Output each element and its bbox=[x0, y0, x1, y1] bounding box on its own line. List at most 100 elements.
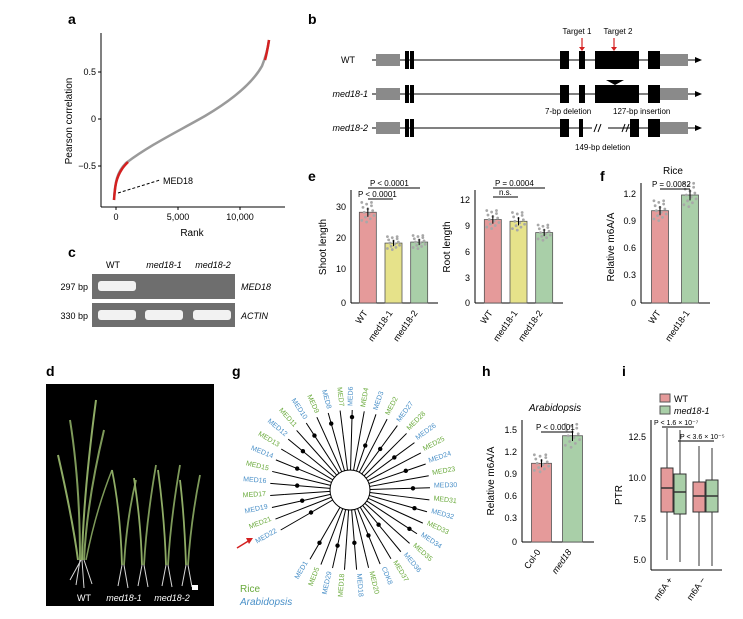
g-legend-rice: Rice bbox=[240, 584, 260, 595]
replicate-dot bbox=[371, 209, 375, 213]
tree-branch bbox=[337, 509, 347, 546]
replicate-dot bbox=[664, 212, 668, 216]
replicate-dot bbox=[537, 227, 541, 231]
panel-i-label: i bbox=[622, 363, 626, 379]
tree-leaf-label: MED1 bbox=[294, 560, 310, 580]
a-annotation-med18: MED18 bbox=[163, 176, 193, 186]
replicate-dot bbox=[420, 245, 423, 248]
replicate-dot bbox=[388, 241, 392, 245]
replicate-dot bbox=[365, 220, 369, 224]
bar-f-1 bbox=[681, 194, 699, 304]
c-size-330: 330 bp bbox=[60, 311, 88, 321]
replicate-dot bbox=[532, 453, 536, 457]
h-title: Arabidopsis bbox=[528, 403, 581, 414]
replicate-dot bbox=[360, 201, 364, 204]
panel-g-label: g bbox=[232, 363, 241, 379]
f-title: Rice bbox=[663, 166, 683, 177]
tree-leaf-label: MED6 bbox=[347, 386, 355, 406]
f-ytick: 0.6 bbox=[623, 243, 636, 253]
tree-leaf-label: MED18 bbox=[355, 573, 364, 597]
replicate-dot bbox=[365, 202, 369, 206]
tree-branch bbox=[297, 468, 332, 483]
tree-node bbox=[349, 414, 355, 420]
f-ytick: 0.9 bbox=[623, 216, 636, 226]
i-legend-med18-swatch bbox=[659, 405, 671, 415]
b-target2-label: Target 2 bbox=[604, 27, 633, 36]
e-root-xtick: med18-2 bbox=[516, 308, 545, 343]
tree-node bbox=[352, 540, 357, 546]
replicate-dot bbox=[545, 460, 549, 464]
replicate-dot bbox=[416, 247, 420, 251]
tree-branch bbox=[281, 448, 287, 453]
replicate-dot bbox=[572, 436, 576, 440]
replicate-dot bbox=[395, 235, 399, 239]
replicate-dot bbox=[389, 244, 393, 248]
tree-node bbox=[403, 468, 409, 474]
panel-d-label: d bbox=[46, 363, 55, 379]
tree-branch bbox=[344, 509, 350, 560]
tree-leaf-label: MED7 bbox=[335, 387, 344, 407]
replicate-dot bbox=[548, 233, 552, 237]
bar-h-0 bbox=[531, 462, 552, 543]
tree-branch bbox=[292, 496, 332, 514]
a-xtick: 5,000 bbox=[167, 212, 190, 222]
replicate-dot bbox=[416, 235, 420, 238]
tree-branch bbox=[275, 459, 298, 470]
c-band-med18-wt bbox=[98, 281, 136, 291]
replicate-dot bbox=[547, 464, 551, 468]
tree-leaf-label: MED3 bbox=[373, 390, 386, 411]
i-ytick: 10.0 bbox=[628, 473, 646, 483]
replicate-dot bbox=[395, 237, 399, 241]
replicate-dot bbox=[576, 432, 580, 436]
a-ytick: −0.5 bbox=[78, 161, 96, 171]
replicate-dot bbox=[578, 438, 582, 441]
tree-branch bbox=[342, 434, 349, 471]
replicate-dot bbox=[569, 424, 573, 428]
replicate-dot bbox=[495, 212, 498, 215]
replicate-dot bbox=[421, 236, 425, 240]
replicate-dot bbox=[411, 234, 415, 237]
b-row-wt: WT bbox=[341, 55, 355, 65]
replicate-dot bbox=[411, 246, 415, 249]
e-shoot-ytick: 20 bbox=[336, 233, 346, 243]
h-ytick: 1.5 bbox=[504, 425, 517, 435]
tree-branch bbox=[356, 445, 366, 472]
tree-branch bbox=[281, 473, 331, 486]
tree-branch bbox=[316, 416, 329, 443]
tree-branch bbox=[364, 414, 377, 446]
tree-leaf-label: MED2 bbox=[385, 396, 400, 417]
replicate-dot bbox=[541, 463, 545, 467]
replicate-dot bbox=[387, 238, 391, 242]
replicate-dot bbox=[575, 422, 579, 426]
h-xtick: med18 bbox=[550, 547, 574, 575]
tree-branch bbox=[363, 441, 399, 477]
i-legend-med18: med18-1 bbox=[674, 406, 710, 416]
tree-branch bbox=[350, 417, 353, 471]
tree-branch bbox=[270, 482, 298, 487]
e-root-ytick: 3 bbox=[465, 273, 470, 283]
tree-leaf-label: MED37 bbox=[391, 560, 409, 584]
replicate-dot bbox=[520, 214, 524, 217]
replicate-dot bbox=[565, 428, 569, 432]
tree-branch bbox=[359, 506, 383, 544]
h-xtick: Col-0 bbox=[522, 547, 543, 570]
tree-leaf-label: CDK8 bbox=[380, 566, 394, 586]
f-ytick: 0.3 bbox=[623, 270, 636, 280]
tree-leaf-label: MED14 bbox=[250, 445, 274, 460]
a-ytick: 0.5 bbox=[83, 67, 96, 77]
replicate-dot bbox=[654, 209, 658, 213]
replicate-dot bbox=[423, 242, 427, 246]
replicate-dot bbox=[537, 466, 541, 469]
replicate-dot bbox=[686, 199, 689, 203]
replicate-dot bbox=[536, 237, 540, 241]
replicate-dot bbox=[518, 221, 522, 225]
replicate-dot bbox=[513, 219, 517, 223]
tree-branch bbox=[367, 497, 400, 513]
replicate-dot bbox=[563, 422, 567, 426]
b-gene-med18-1 bbox=[372, 80, 702, 103]
d-caption-wt: WT bbox=[77, 593, 91, 603]
replicate-dot bbox=[370, 201, 373, 204]
a-xtick: 10,000 bbox=[226, 212, 254, 222]
tree-branch bbox=[328, 442, 343, 473]
